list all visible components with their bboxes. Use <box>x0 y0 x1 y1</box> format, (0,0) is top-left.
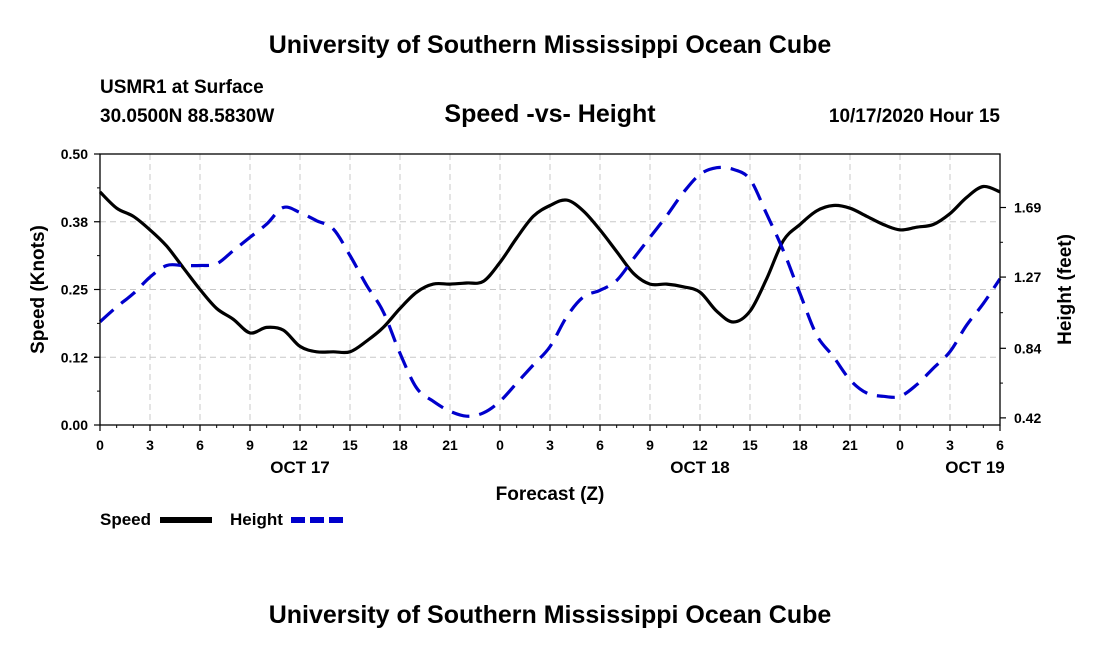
x-tick-label: 3 <box>946 437 954 453</box>
forecast-run-time: 10/17/2020 Hour 15 <box>828 106 1000 127</box>
date-label: OCT 17 <box>270 458 330 477</box>
x-tick-label: 21 <box>442 437 458 453</box>
date-label: OCT 18 <box>670 458 730 477</box>
legend-label-height: Height <box>230 510 283 529</box>
x-tick-label: 6 <box>596 437 604 453</box>
x-tick-label: 18 <box>392 437 408 453</box>
y-tick-label-left: 0.12 <box>61 349 88 365</box>
y-tick-label-right: 0.42 <box>1014 410 1041 426</box>
x-tick-label: 3 <box>546 437 554 453</box>
x-tick-label: 9 <box>646 437 654 453</box>
series-layer <box>98 165 1002 418</box>
bottom-title: University of Southern Mississippi Ocean… <box>268 601 832 629</box>
x-tick-label: 0 <box>496 437 504 453</box>
x-tick-label: 12 <box>692 437 708 453</box>
x-tick-label: 15 <box>742 437 758 453</box>
y-tick-label-left: 0.00 <box>61 417 88 433</box>
date-label: OCT 19 <box>945 458 1005 477</box>
x-tick-label: 6 <box>196 437 204 453</box>
y-tick-label-right: 0.84 <box>1014 340 1041 356</box>
x-tick-label: 18 <box>792 437 808 453</box>
y-tick-label-right: 1.69 <box>1014 200 1041 216</box>
station-name: USMR1 at Surface <box>100 77 264 98</box>
grid-lines <box>100 154 1000 425</box>
x-tick-label: 6 <box>996 437 1004 453</box>
x-axis-title: Forecast (Z) <box>496 484 605 505</box>
y-tick-label-left: 0.25 <box>61 282 88 298</box>
x-tick-label: 0 <box>896 437 904 453</box>
y-tick-label-left: 0.50 <box>61 146 88 162</box>
x-tick-label: 12 <box>292 437 308 453</box>
y-tick-label-right: 1.27 <box>1014 269 1041 285</box>
x-tick-label: 9 <box>246 437 254 453</box>
x-tick-label: 15 <box>342 437 358 453</box>
series-line-height <box>98 165 1002 418</box>
station-coordinates: 30.0500N 88.5830W <box>100 106 275 127</box>
y-axis-title-left: Speed (Knots) <box>28 225 49 354</box>
axes: 0 3 6 9 12 15 18 21 0 3 6 9 12 15 18 21 0 3 6 0.00 0.12 0.25 0… <box>28 146 1076 505</box>
x-tick-label: 0 <box>96 437 104 453</box>
chart-title: Speed -vs- Height <box>444 100 656 128</box>
series-line-speed <box>98 184 1001 355</box>
y-axis-title-right: Height (feet) <box>1055 234 1076 345</box>
top-title: University of Southern Mississippi Ocean… <box>268 31 832 59</box>
x-tick-label: 21 <box>842 437 858 453</box>
x-tick-label: 3 <box>146 437 154 453</box>
legend-label-speed: Speed <box>100 510 152 529</box>
y-tick-label-left: 0.38 <box>61 214 88 230</box>
